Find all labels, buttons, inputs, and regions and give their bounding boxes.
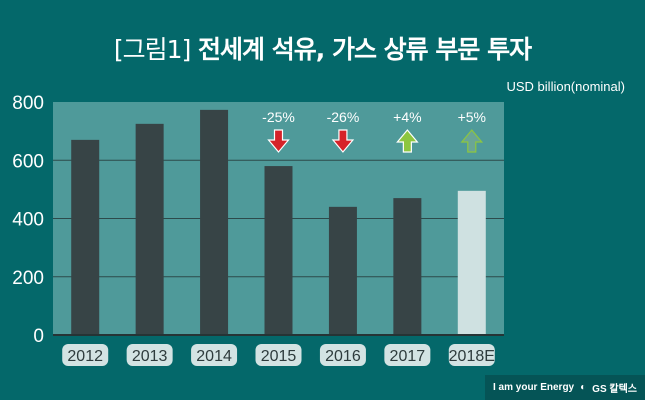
bar	[264, 166, 293, 335]
chart-title: [그림1] 전세계 석유, 가스 상류 부문 투자	[0, 30, 645, 66]
y-tick-label: 200	[12, 268, 44, 289]
x-tick-label: 2014	[196, 348, 232, 365]
x-tick-label: 2012	[67, 348, 103, 365]
x-tick-pill	[126, 344, 173, 366]
change-label: -25%	[262, 109, 295, 125]
x-tick-label: 2016	[325, 348, 361, 365]
title-prefix: [그림1]	[113, 35, 191, 64]
x-tick-pill	[319, 344, 366, 366]
change-label: +4%	[393, 109, 421, 125]
x-tick-pill	[384, 344, 431, 366]
change-label: +5%	[458, 109, 486, 125]
title-text: 전세계 석유, 가스 상류 부문 투자	[198, 35, 532, 64]
arrow-down-icon	[267, 129, 290, 153]
y-tick-label: 400	[12, 210, 44, 231]
bar	[328, 206, 357, 335]
x-tick-pill	[255, 344, 302, 366]
y-tick-label: 600	[12, 151, 44, 172]
arrow-down-icon	[331, 129, 355, 153]
x-tick-pill	[191, 344, 238, 366]
footer-badge: I am your Energy ◐ GS 칼텍스	[485, 375, 645, 400]
slogan: I am your Energy	[492, 382, 575, 393]
bar	[71, 139, 100, 335]
x-tick-pill	[448, 344, 495, 366]
x-tick-label: 2013	[132, 348, 168, 365]
brand-logo: GS 칼텍스	[592, 384, 637, 395]
bar	[200, 109, 229, 336]
change-label: -26%	[327, 109, 360, 125]
y-tick-label: 800	[12, 93, 44, 114]
x-tick-pill	[62, 344, 109, 366]
arrow-up-icon	[396, 129, 419, 153]
x-tick-label: 2017	[390, 348, 426, 365]
y-tick-label: 0	[33, 326, 44, 347]
x-tick-label: 2015	[261, 348, 297, 365]
bar	[393, 198, 422, 335]
bar	[135, 123, 164, 335]
unit-label: USD billion(nominal)	[506, 79, 626, 94]
arrow-up-icon	[460, 129, 484, 153]
bar	[457, 190, 486, 335]
x-tick-label: 2018E	[449, 348, 495, 365]
gs-logo-icon: ◐	[580, 382, 587, 393]
